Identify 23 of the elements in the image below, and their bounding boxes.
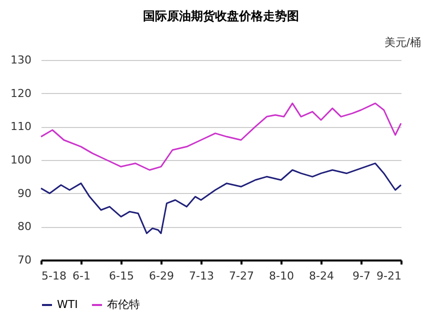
- x-tick-label: 6-1: [72, 270, 90, 282]
- x-tick-label: 6-15: [109, 270, 134, 282]
- text: 美元/桶: [384, 36, 421, 49]
- x-tick-label: 6-29: [149, 270, 174, 282]
- y-tick-label: 120: [10, 86, 32, 100]
- chart-title: 国际原油期货收盘价格走势图: [143, 9, 299, 23]
- y-tick-label: 100: [10, 154, 32, 166]
- x-tick-label: 7-13: [189, 270, 214, 282]
- legend-label: 布伦特: [107, 298, 140, 311]
- y-tick-label: 90: [18, 186, 32, 200]
- x-tick-label: 9-7: [352, 270, 370, 282]
- x-tick-label: 5-18: [42, 270, 66, 282]
- y-tick-label: 110: [10, 120, 32, 134]
- y-tick-label: 70: [18, 254, 32, 266]
- x-tick-label: 8-10: [269, 270, 294, 282]
- x-tick-label: 9-21: [376, 270, 402, 282]
- x-tick-label: 7-27: [229, 270, 254, 282]
- y-tick-label: 80: [18, 220, 32, 234]
- y-tick-label: 130: [10, 54, 32, 66]
- line-series: [40, 162, 402, 234]
- x-tick-label: 8-24: [309, 270, 334, 282]
- legend-label: WTI: [57, 298, 78, 311]
- line-series: [40, 102, 402, 171]
